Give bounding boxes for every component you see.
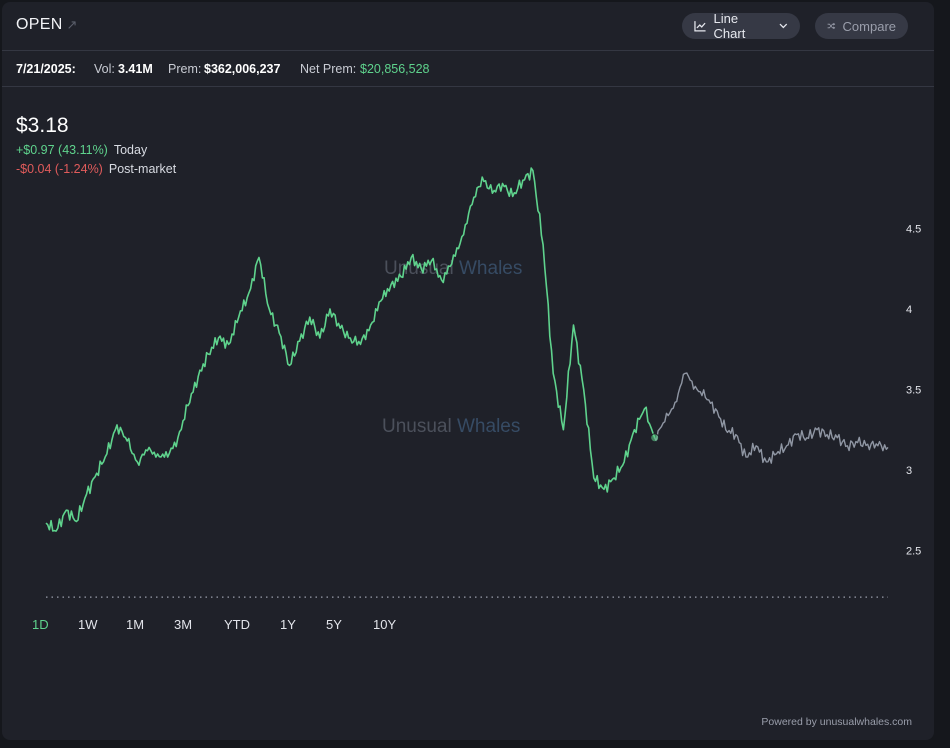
compare-button[interactable]: Compare [815,13,908,39]
today-change-row: +$0.97 (43.11%) Today [16,143,147,157]
regular-session-series-line [45,167,656,532]
y-tick-label: 4.5 [906,224,921,236]
external-link-icon[interactable]: ↗ [66,17,78,32]
range-selector: 1D 1W 1M 3M YTD 1Y 5Y 10Y [2,614,934,634]
y-tick-label: 2.5 [906,545,921,557]
today-change: +$0.97 (43.11%) [16,143,108,157]
compare-label: Compare [842,18,896,34]
ticker-title[interactable]: OPEN ↗ [16,16,78,34]
shuffle-icon [827,22,836,30]
prem-value: $362,006,237 [204,62,281,76]
stats-bar: 7/21/2025: Vol: 3.41M Prem: $362,006,237… [2,51,934,87]
post-market-series-line [654,372,889,464]
chart-panel: OPEN ↗ Line Chart Compare 7/21/2025: Vol:… [2,2,934,740]
powered-by: Powered by unusualwhales.com [761,716,912,728]
range-tab-3m[interactable]: 3M [174,617,193,632]
chart-type-label: Line Chart [713,11,746,41]
current-price: $3.18 [16,114,69,137]
net-prem-value: $20,856,528 [360,62,430,76]
line-chart-icon [694,21,706,32]
y-tick-label: 3 [906,465,912,477]
y-tick-label: 3.5 [906,385,921,397]
range-tab-ytd[interactable]: YTD [224,617,250,632]
post-market-change: -$0.04 (-1.24%) [16,162,103,176]
post-market-label: Post-market [108,162,177,176]
vol-label: Vol: [94,62,115,76]
range-tab-10y[interactable]: 10Y [373,617,397,632]
chart-type-dropdown[interactable]: Line Chart [682,11,800,41]
today-label: Today [113,143,148,157]
range-tab-1m[interactable]: 1M [126,617,145,632]
stats-date: 7/21/2025: [16,62,76,76]
range-tab-1w[interactable]: 1W [78,617,98,632]
watermark-text-2: Unusual Whales [382,416,520,437]
net-prem-label: Net Prem: [300,62,357,76]
chevron-down-icon [779,23,788,29]
ticker-symbol[interactable]: OPEN [16,16,63,33]
prem-label: Prem: [168,62,202,76]
header-bar: OPEN ↗ Line Chart Compare [2,2,934,51]
post-market-row: -$0.04 (-1.24%) Post-market [16,162,176,176]
range-tab-5y[interactable]: 5Y [326,617,342,632]
session-close-marker[interactable] [650,433,660,443]
range-tab-1y[interactable]: 1Y [280,617,296,632]
vol-value: 3.41M [118,62,153,76]
y-tick-label: 4 [906,304,912,316]
range-tab-1d[interactable]: 1D [32,617,49,632]
